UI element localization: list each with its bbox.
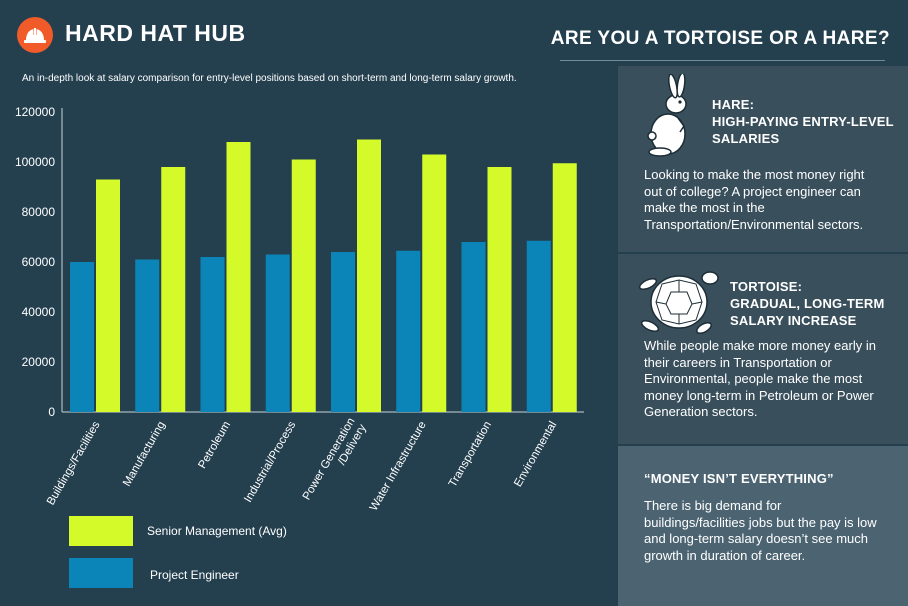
bar-project-engineer xyxy=(396,250,421,412)
x-tick-label: Buildings/Facilities xyxy=(45,419,103,507)
x-tick-label: Transportation xyxy=(447,420,494,490)
bar-project-engineer xyxy=(331,252,355,412)
bar-senior-management xyxy=(552,163,577,412)
bar-project-engineer xyxy=(70,262,94,412)
page-headline: ARE YOU A TORTOISE OR A HARE? xyxy=(550,28,890,49)
bar-senior-management xyxy=(487,167,512,412)
tortoise-title: TORTOISE: GRADUAL, LONG-TERM SALARY INCR… xyxy=(730,278,885,329)
hare-title-line: HARE: xyxy=(712,97,755,112)
tortoise-body: While people make more money early in th… xyxy=(644,338,876,419)
x-tick-label: Power Generation/Delivery xyxy=(301,416,369,509)
x-tick-label: Water Infrastructure xyxy=(368,420,429,514)
x-tick-label: Petroleum xyxy=(196,420,233,471)
legend-swatch-senior xyxy=(69,516,133,546)
bar-senior-management xyxy=(161,167,186,412)
hare-title-line: SALARIES xyxy=(712,131,780,146)
tortoise-title-line: TORTOISE: xyxy=(730,279,803,294)
x-tick-label: Environmental xyxy=(512,420,559,490)
x-tick-label: Manufacturing xyxy=(121,420,168,489)
salary-bar-chart: 0 20000 40000 60000 80000 100000 120000 Buildin… xyxy=(15,105,584,514)
hare-title: HARE: HIGH-PAYING ENTRY-LEVEL SALARIES xyxy=(712,96,894,147)
tortoise-icon xyxy=(638,271,719,335)
money-title: “MONEY ISN’T EVERYTHING” xyxy=(644,471,834,486)
bar-senior-management xyxy=(422,154,447,412)
y-tick-label: 80000 xyxy=(22,205,56,219)
logo xyxy=(17,17,53,53)
tortoise-title-line: GRADUAL, LONG-TERM xyxy=(730,296,885,311)
header-divider xyxy=(560,60,885,61)
hare-panel: HARE: HIGH-PAYING ENTRY-LEVEL SALARIES L… xyxy=(618,66,908,252)
money-panel: “MONEY ISN’T EVERYTHING” There is big de… xyxy=(618,446,908,606)
tortoise-panel: TORTOISE: GRADUAL, LONG-TERM SALARY INCR… xyxy=(618,254,908,444)
money-body: There is big demand for buildings/facili… xyxy=(644,498,877,563)
bar-project-engineer xyxy=(461,242,486,412)
brand-name: HARD HAT HUB xyxy=(65,20,246,46)
y-tick-label: 40000 xyxy=(22,305,56,319)
y-tick-label: 20000 xyxy=(22,355,56,369)
y-tick-label: 0 xyxy=(48,405,55,419)
chart-subtitle: An in-depth look at salary comparison fo… xyxy=(22,73,517,84)
sidebar: HARE: HIGH-PAYING ENTRY-LEVEL SALARIES L… xyxy=(618,66,908,606)
legend-swatch-engineer xyxy=(69,558,133,588)
hard-hat-icon xyxy=(24,27,46,43)
header: HARD HAT HUB ARE YOU A TORTOISE OR A HAR… xyxy=(0,0,908,62)
bar-senior-management xyxy=(357,139,381,412)
y-tick-label: 120000 xyxy=(15,105,55,119)
tortoise-title-line: SALARY INCREASE xyxy=(730,313,857,328)
y-tick-label: 60000 xyxy=(22,255,56,269)
hare-title-line: HIGH-PAYING ENTRY-LEVEL xyxy=(712,114,894,129)
bar-project-engineer xyxy=(526,240,551,412)
x-tick-label: Industrial/Process xyxy=(242,419,298,504)
legend-label-engineer: Project Engineer xyxy=(150,568,239,582)
rabbit-icon xyxy=(647,74,687,157)
bar-senior-management xyxy=(96,179,120,412)
legend-label-senior: Senior Management (Avg) xyxy=(147,524,287,538)
bar-senior-management xyxy=(226,142,251,412)
bar-senior-management xyxy=(291,159,316,412)
bar-project-engineer xyxy=(135,259,160,412)
hare-body: Looking to make the most money right out… xyxy=(644,167,865,232)
bar-project-engineer xyxy=(265,254,290,412)
y-tick-label: 100000 xyxy=(15,155,55,169)
bar-project-engineer xyxy=(200,257,225,412)
